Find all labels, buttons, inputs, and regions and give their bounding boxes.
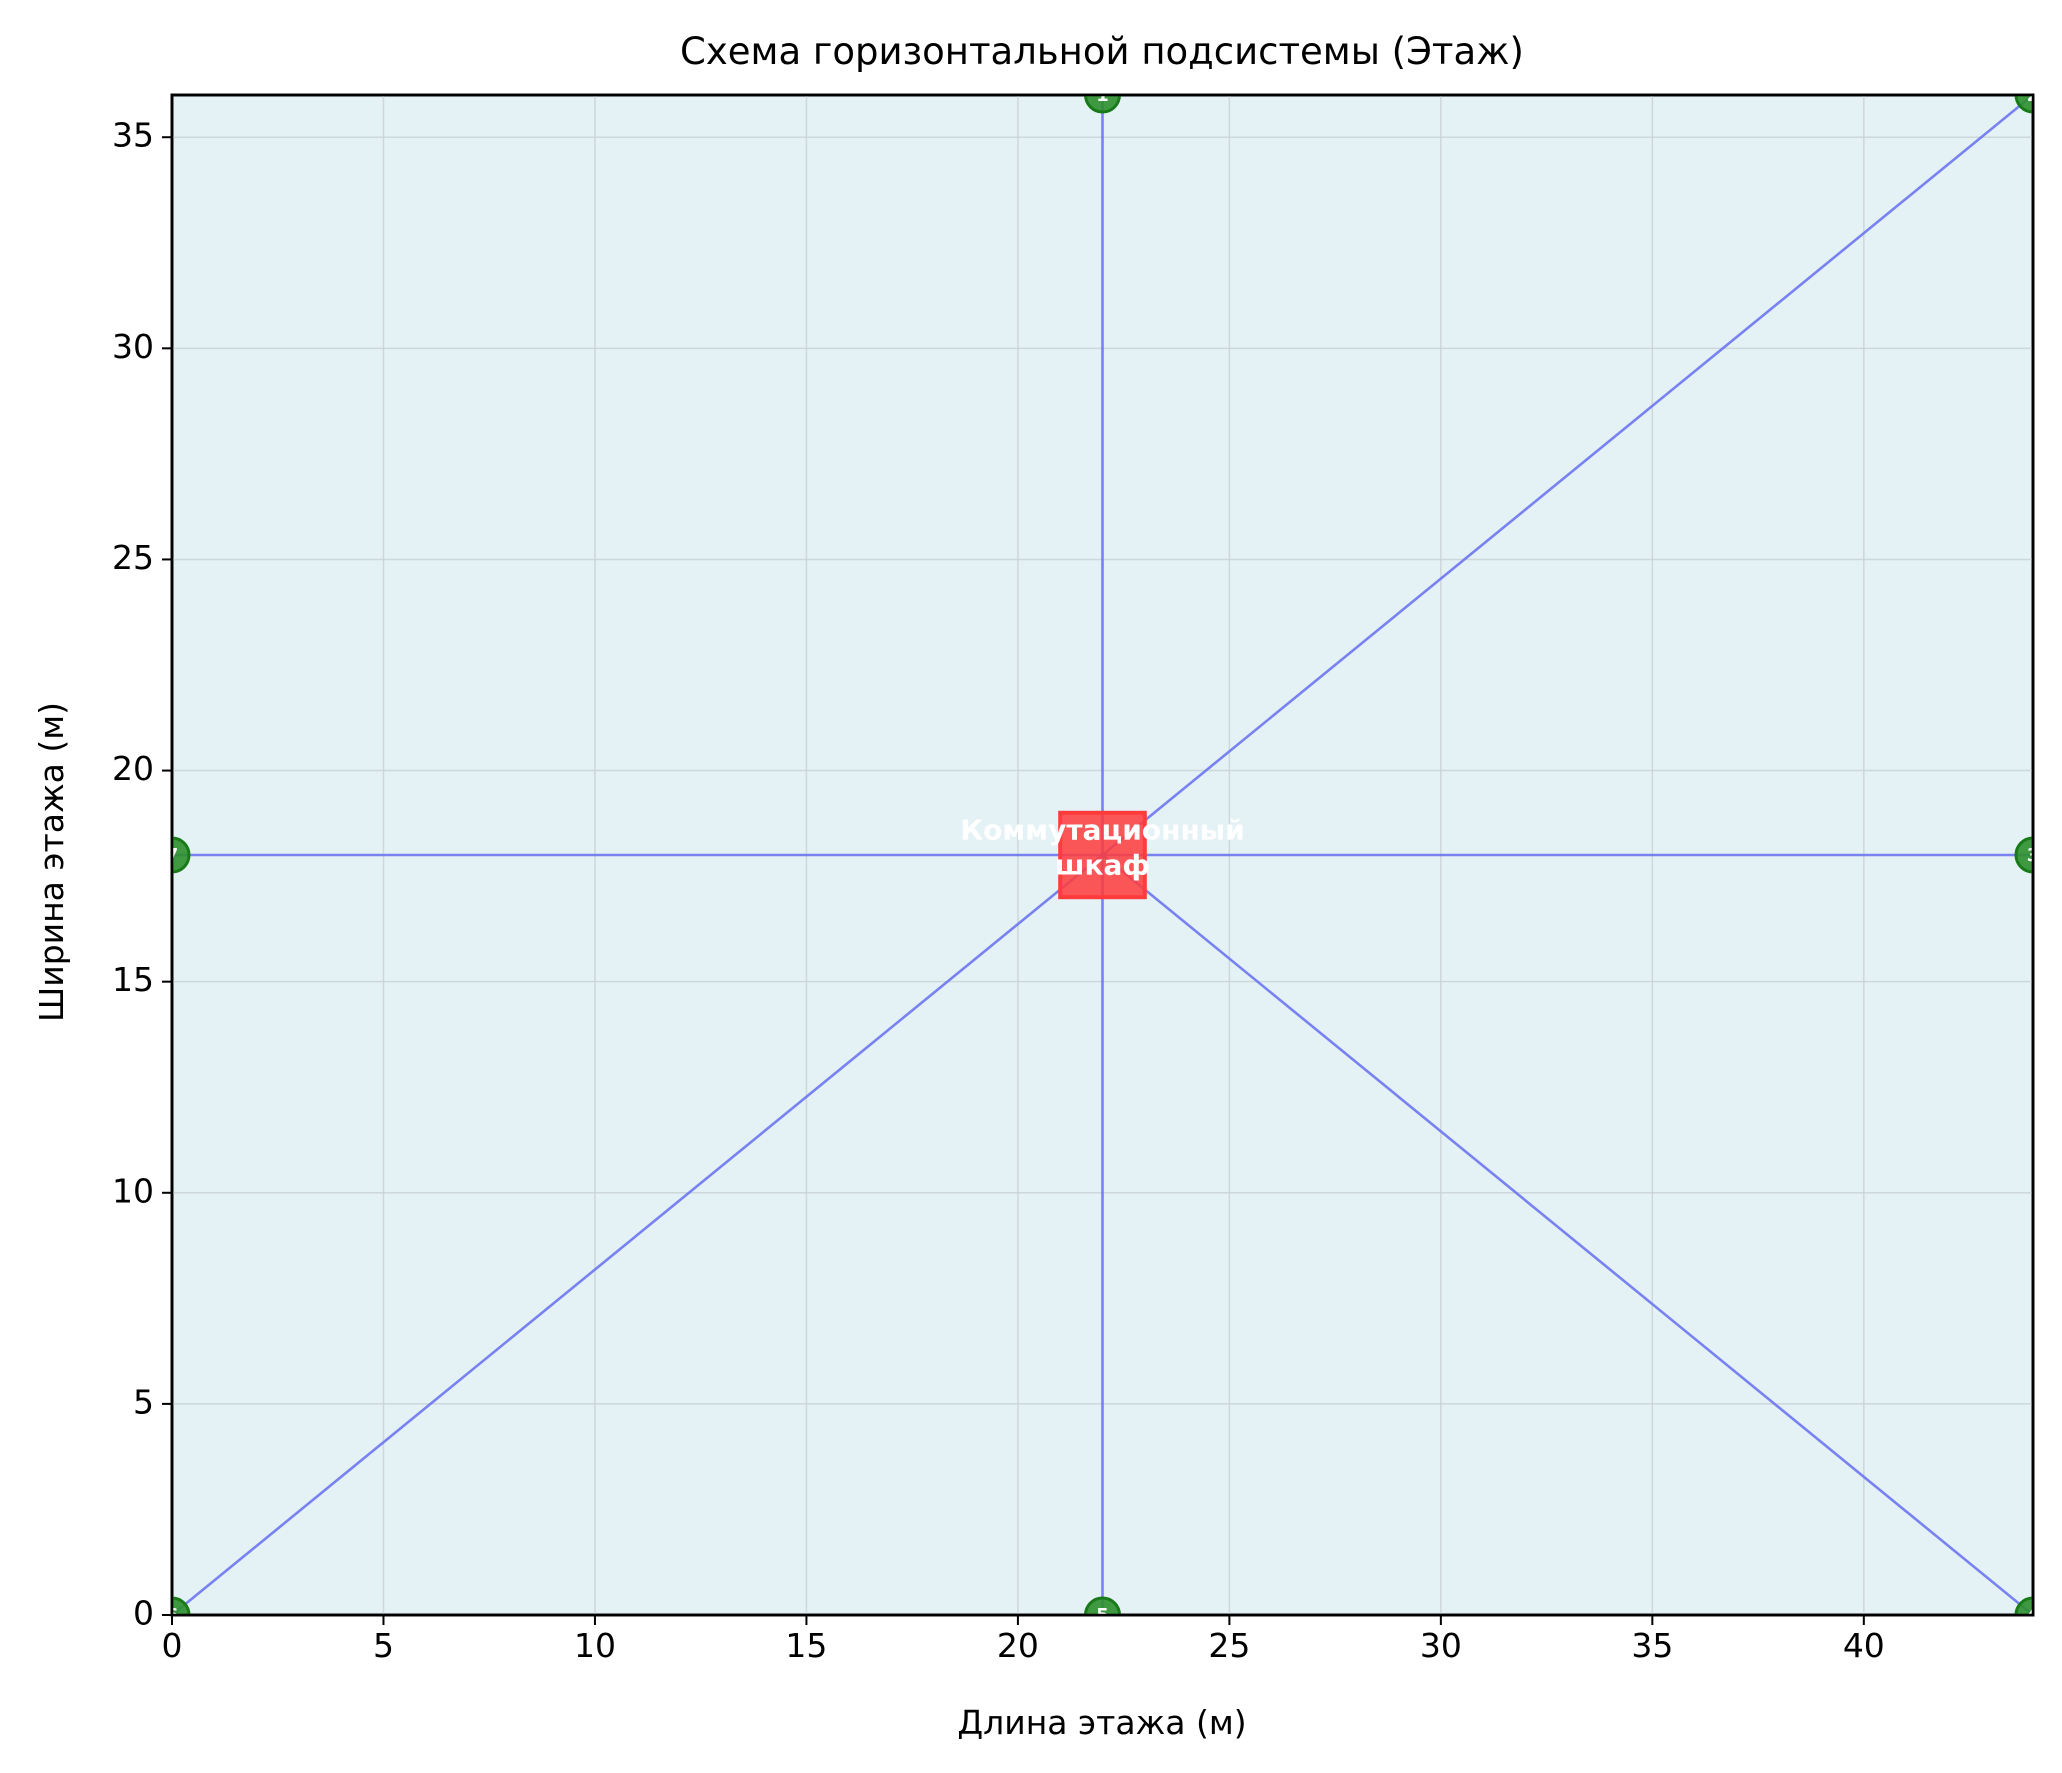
x-tick-label: 25 <box>1208 1626 1250 1665</box>
y-tick-label: 30 <box>112 327 154 366</box>
y-tick-label: 10 <box>112 1171 154 1210</box>
outlet-number-label: 2 <box>2027 85 2040 106</box>
workstation-outlet <box>1084 1596 1121 1615</box>
y-tick-label: 35 <box>112 116 154 155</box>
outlet-number-label: 5 <box>1096 1605 1109 1626</box>
cable-line <box>171 853 1104 1617</box>
x-tick-label: 30 <box>1420 1626 1462 1665</box>
y-tick-label: 5 <box>133 1382 154 1421</box>
workstation-outlet <box>2014 836 2033 874</box>
x-tick-label: 40 <box>1843 1626 1885 1665</box>
y-tick-label: 15 <box>112 960 154 999</box>
x-tick-label: 5 <box>373 1626 394 1665</box>
switching-cabinet <box>1058 810 1147 900</box>
x-tick-label: 10 <box>574 1626 616 1665</box>
outlets-layer: 1 2 3 4 5 6 7 <box>166 85 2040 1626</box>
axes-frame <box>170 93 2035 1617</box>
y-tick-label: 25 <box>112 538 154 577</box>
y-axis-label: Ширина этажа (м) <box>32 702 71 1022</box>
outlet-number-label: 6 <box>166 1605 179 1626</box>
cabinet-label-line: шкаф <box>1055 849 1150 882</box>
x-tick-label: 0 <box>162 1626 183 1665</box>
x-tick-label: 15 <box>785 1626 827 1665</box>
cable-line <box>1101 93 2034 857</box>
workstation-outlet <box>172 836 191 874</box>
x-axis-label: Длина этажа (м) <box>957 1703 1246 1742</box>
chart-title: Схема горизонтальной подсистемы (Этаж) <box>680 30 1524 73</box>
outlet-number-label: 1 <box>1096 85 1109 106</box>
outlet-number-label: 7 <box>166 845 179 866</box>
x-tick-label: 20 <box>997 1626 1039 1665</box>
x-tick-label: 35 <box>1631 1626 1673 1665</box>
y-tick-label: 0 <box>133 1594 154 1633</box>
outlet-number-label: 4 <box>2027 1605 2040 1626</box>
cabinet-label-line: Коммутационный <box>960 814 1245 847</box>
workstation-outlet <box>2014 1596 2033 1615</box>
cable-line <box>1101 853 2034 1617</box>
workstation-outlet <box>1084 95 1121 114</box>
y-tick-label: 20 <box>112 749 154 788</box>
outlet-number-label: 3 <box>2027 845 2040 866</box>
workstation-outlet <box>172 1596 191 1615</box>
workstation-outlet <box>2014 95 2033 114</box>
